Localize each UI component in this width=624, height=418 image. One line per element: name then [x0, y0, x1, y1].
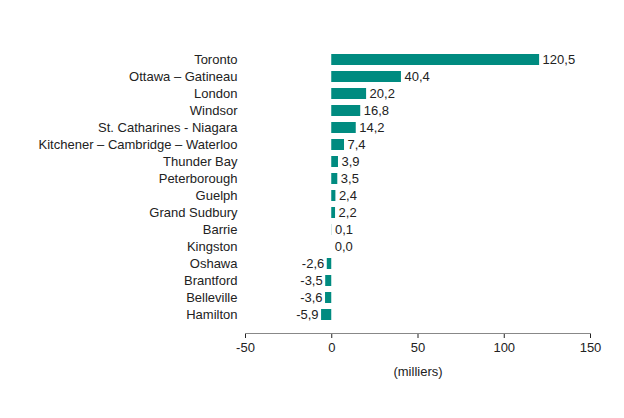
svg-text:40,4: 40,4 — [404, 69, 429, 84]
svg-text:14,2: 14,2 — [359, 120, 384, 135]
svg-text:Brantford: Brantford — [184, 273, 237, 288]
svg-text:Toronto: Toronto — [194, 52, 237, 67]
svg-text:150: 150 — [580, 340, 602, 355]
svg-text:0,1: 0,1 — [335, 222, 353, 237]
svg-text:-50: -50 — [236, 340, 255, 355]
svg-text:Kitchener – Cambridge – Waterl: Kitchener – Cambridge – Waterloo — [39, 137, 238, 152]
svg-text:100: 100 — [493, 340, 515, 355]
svg-text:2,2: 2,2 — [339, 205, 357, 220]
svg-text:Windsor: Windsor — [190, 103, 238, 118]
svg-text:Kingston: Kingston — [187, 239, 238, 254]
svg-text:120,5: 120,5 — [543, 52, 576, 67]
svg-text:50: 50 — [411, 340, 425, 355]
svg-text:Guelph: Guelph — [196, 188, 238, 203]
svg-text:-5,9: -5,9 — [296, 307, 318, 322]
svg-text:16,8: 16,8 — [364, 103, 389, 118]
svg-text:20,2: 20,2 — [370, 86, 395, 101]
svg-text:7,4: 7,4 — [348, 137, 366, 152]
svg-text:0: 0 — [328, 340, 335, 355]
svg-text:Hamilton: Hamilton — [186, 307, 237, 322]
svg-text:3,5: 3,5 — [341, 171, 359, 186]
svg-text:Grand Sudbury: Grand Sudbury — [149, 205, 238, 220]
svg-text:Thunder Bay: Thunder Bay — [163, 154, 238, 169]
svg-text:Peterborough: Peterborough — [159, 171, 238, 186]
svg-text:Ottawa – Gatineau: Ottawa – Gatineau — [129, 69, 237, 84]
svg-text:London: London — [194, 86, 237, 101]
svg-text:Belleville: Belleville — [186, 290, 237, 305]
svg-text:-3,6: -3,6 — [300, 290, 322, 305]
svg-text:Barrie: Barrie — [203, 222, 238, 237]
svg-text:-3,5: -3,5 — [300, 273, 322, 288]
svg-text:Oshawa: Oshawa — [190, 256, 238, 271]
svg-text:3,9: 3,9 — [341, 154, 359, 169]
svg-text:St. Catharines - Niagara: St. Catharines - Niagara — [98, 120, 238, 135]
svg-text:-2,6: -2,6 — [302, 256, 324, 271]
svg-text:(milliers): (milliers) — [393, 364, 442, 379]
svg-text:2,4: 2,4 — [339, 188, 357, 203]
svg-text:0,0: 0,0 — [335, 239, 353, 254]
